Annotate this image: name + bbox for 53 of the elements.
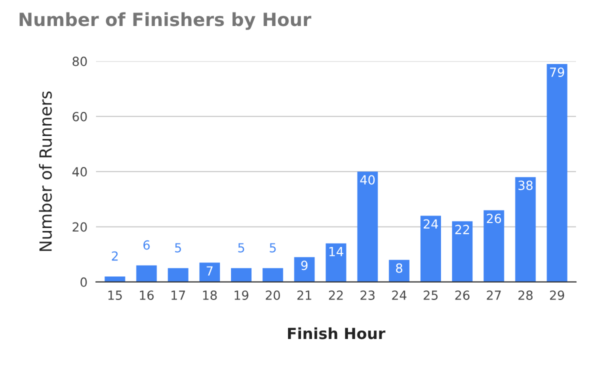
y-tick-label: 40	[72, 167, 87, 177]
bar	[420, 216, 441, 282]
data-label: 24	[424, 219, 438, 229]
x-tick-label: 19	[234, 290, 248, 300]
data-label: 2	[112, 251, 118, 261]
data-label: 38	[518, 180, 533, 190]
x-tick-label: 22	[328, 290, 343, 300]
x-axis-title: Finish Hour	[288, 327, 386, 340]
bar	[262, 268, 284, 282]
x-tick-label: 29	[550, 290, 564, 300]
data-label: 7	[206, 266, 213, 276]
x-tick-label: 18	[203, 290, 217, 300]
x-tick-label: 16	[140, 290, 154, 300]
data-label: 9	[301, 260, 308, 270]
x-tick-label: 27	[486, 290, 501, 300]
bar	[136, 265, 157, 282]
x-tick-label: 21	[297, 290, 312, 300]
y-tick-label: 80	[72, 56, 87, 66]
data-label: 40	[360, 175, 375, 185]
x-tick-label: 26	[455, 290, 470, 300]
bar	[515, 177, 536, 282]
data-label: 6	[143, 240, 150, 250]
x-tick-label: 28	[518, 290, 533, 300]
bar	[231, 268, 252, 282]
bar	[168, 268, 188, 282]
y-tick-label: 60	[72, 112, 87, 122]
bar	[104, 276, 126, 282]
x-tick-label: 20	[266, 290, 280, 300]
data-label: 79	[550, 68, 564, 77]
data-label: 5	[175, 243, 181, 252]
data-label: 14	[329, 247, 344, 256]
bar	[294, 257, 315, 282]
x-tick-label: 23	[360, 290, 375, 300]
y-axis-title: Number of Runners	[38, 91, 52, 251]
bar	[199, 262, 220, 282]
data-label: 22	[455, 224, 470, 234]
data-label: 8	[396, 263, 402, 273]
y-tick-label: 0	[80, 277, 87, 287]
x-tick-label: 24	[392, 290, 406, 300]
x-tick-label: 25	[424, 290, 438, 300]
x-tick-label: 17	[172, 290, 185, 300]
bar	[484, 210, 504, 282]
chart-title: Number of Finishers by Hour	[20, 12, 312, 30]
bar	[388, 260, 410, 282]
bar	[452, 221, 473, 282]
data-label: 5	[270, 243, 276, 252]
bar	[326, 243, 346, 282]
data-label: 26	[486, 214, 502, 224]
y-tick-label: 20	[72, 222, 87, 232]
bar	[546, 64, 568, 282]
data-label: 5	[238, 243, 244, 252]
bar	[357, 172, 378, 282]
x-tick-label: 15	[108, 290, 122, 300]
